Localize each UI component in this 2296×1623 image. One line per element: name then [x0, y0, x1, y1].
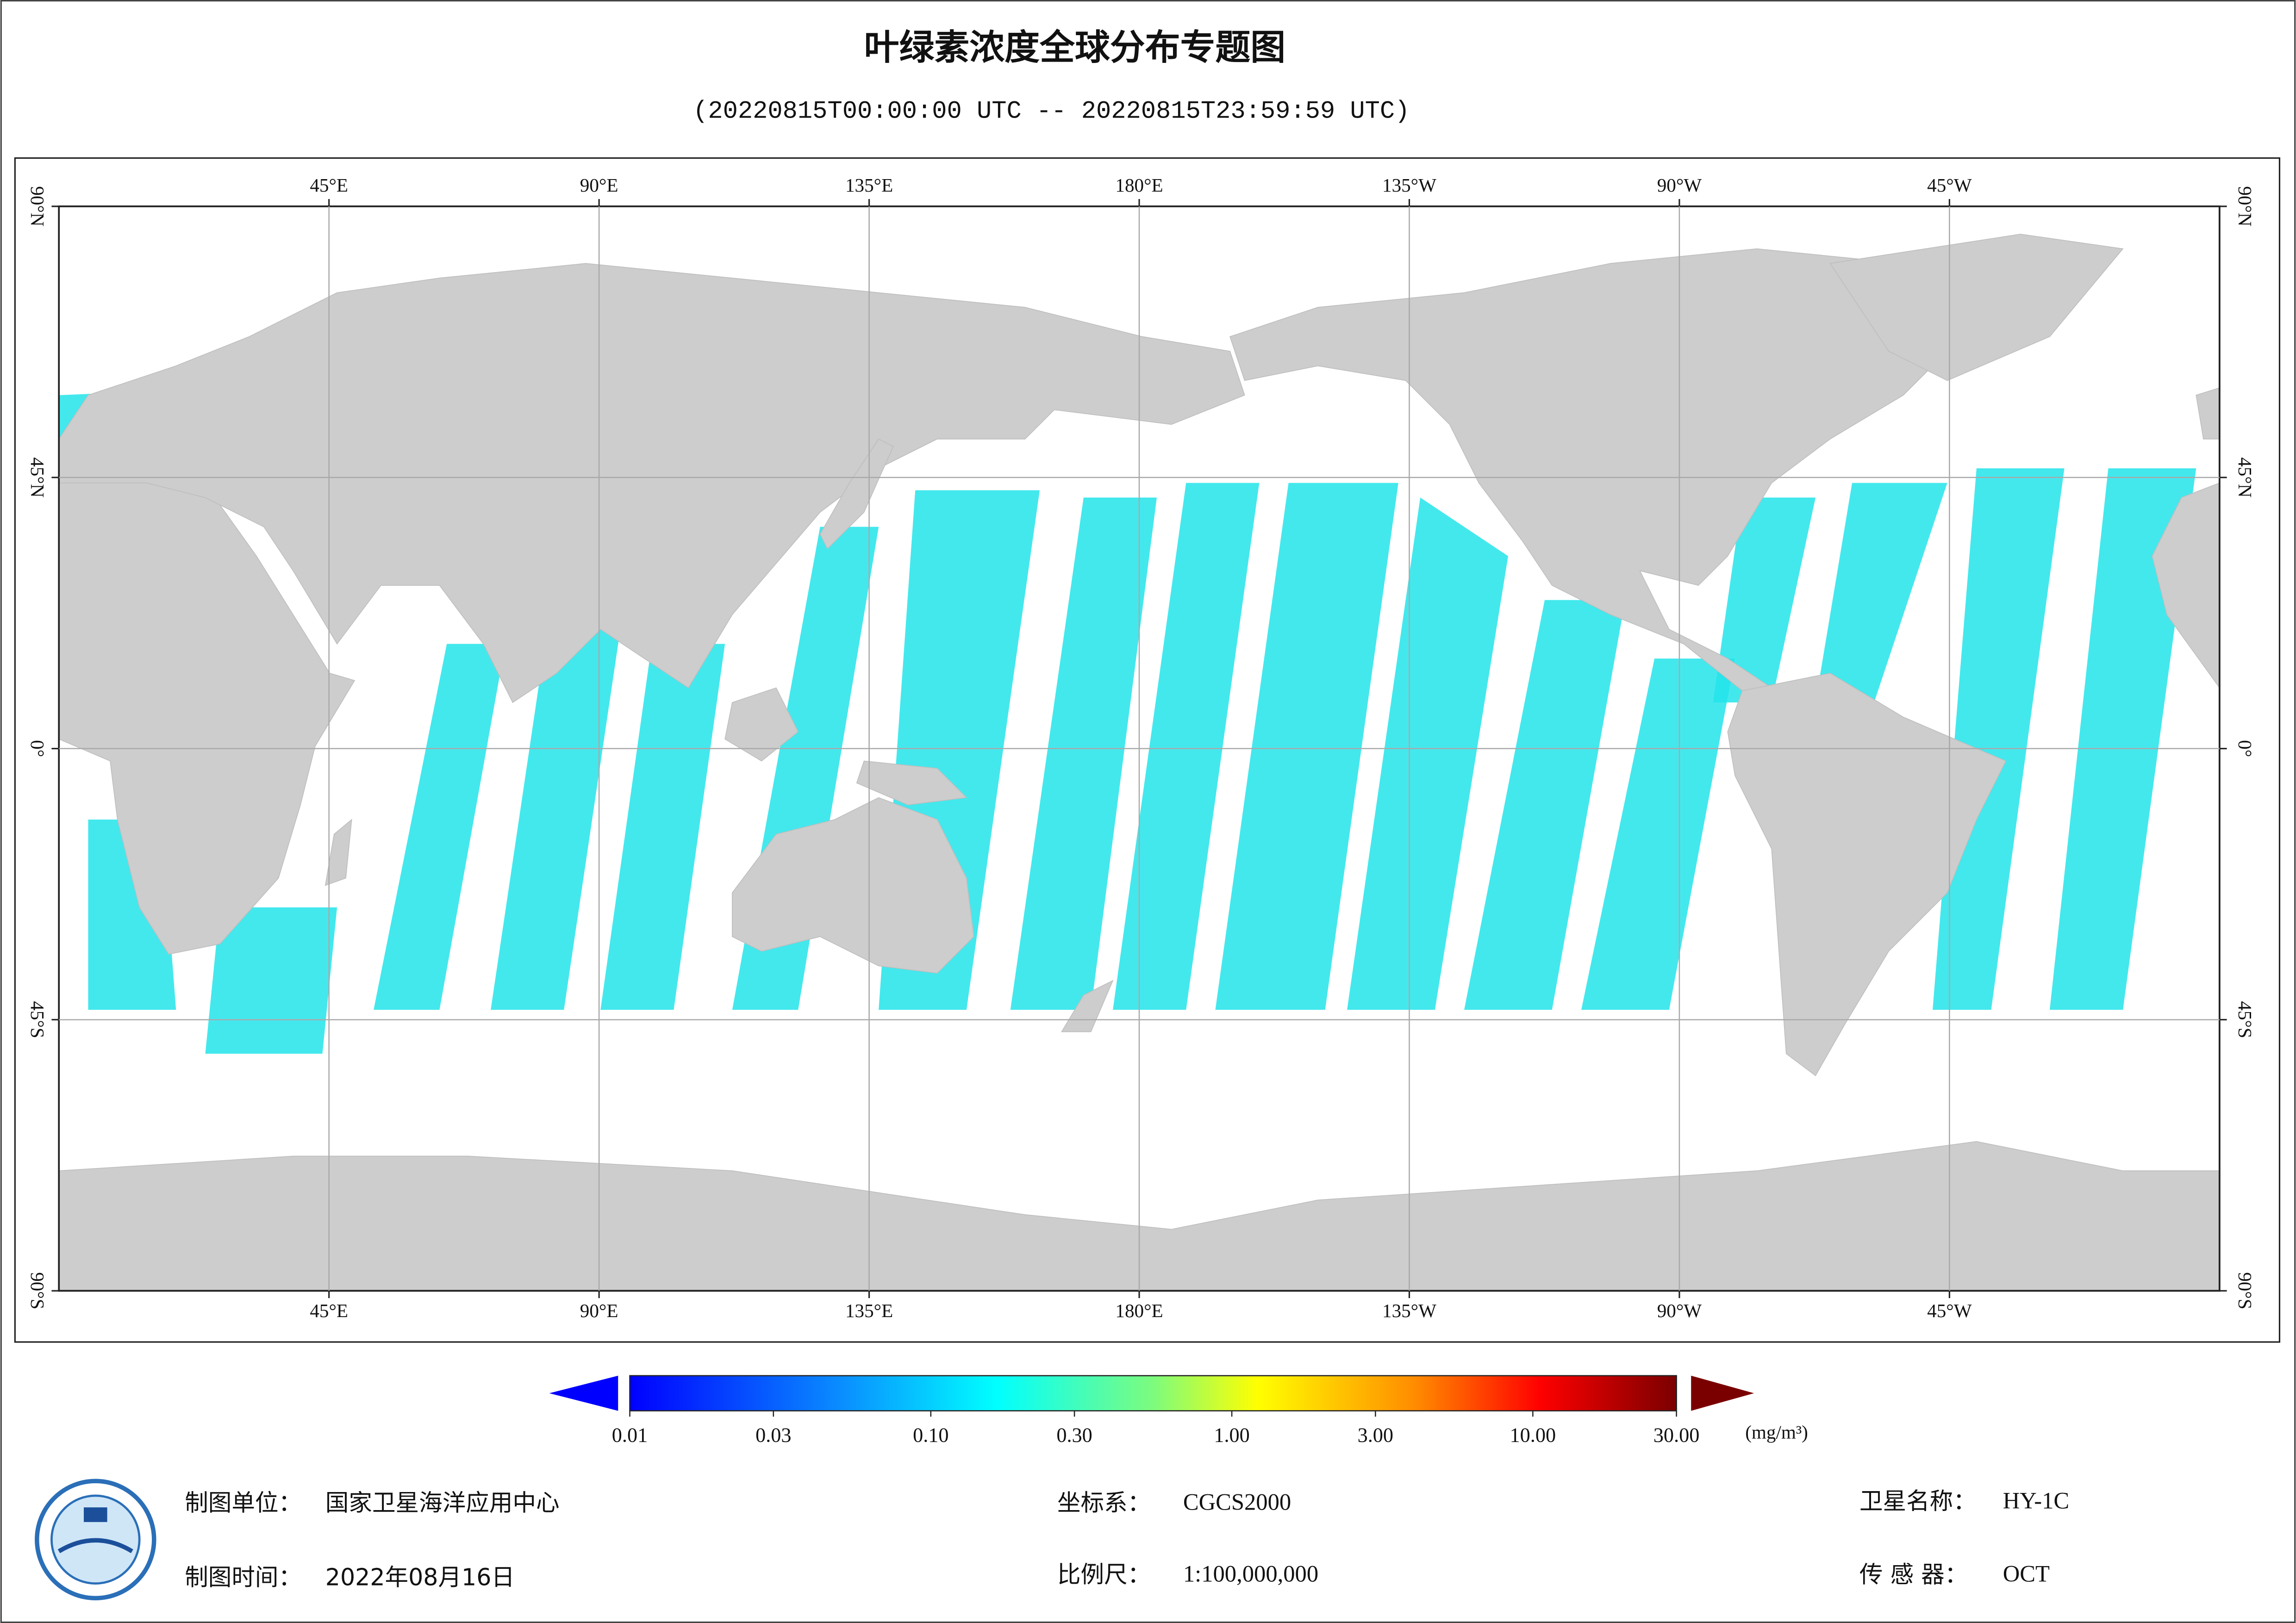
lat-label: 45°N [27, 457, 48, 497]
uk [2196, 387, 2220, 440]
lat-label: 90°N [2234, 186, 2256, 226]
lat-label: 45°S [27, 1001, 48, 1038]
africa [59, 475, 356, 955]
madagascar [324, 819, 352, 886]
swath [1713, 497, 1816, 703]
lon-label: 45°E [310, 1300, 348, 1321]
graticule: 45°E 45°E 90°E 90°E 135°E 135°E 180°E 180°E 135°… [27, 174, 2256, 1321]
footer-value: OCT [2003, 1561, 2050, 1586]
colorbar-high-arrow [1691, 1375, 1754, 1411]
colorbar-tick-label: 10.00 [1510, 1424, 1556, 1447]
colorbar-tick-label: 30.00 [1653, 1424, 1700, 1447]
lon-label: 90°E [580, 174, 618, 196]
new-guinea [856, 760, 967, 806]
lon-label: 45°W [1927, 174, 1972, 196]
australia [732, 797, 974, 974]
footer-value: CGCS2000 [1183, 1489, 1291, 1515]
footer-label: 制图单位： [185, 1489, 302, 1516]
swath [2049, 468, 2196, 1010]
swath [1464, 600, 1625, 1010]
swath [205, 907, 337, 1054]
lon-label: 180°E [1115, 1300, 1163, 1321]
footer-value: 1:100,000,000 [1183, 1561, 1318, 1586]
logo-satellite [84, 1507, 107, 1522]
lon-label: 135°E [845, 1300, 893, 1321]
lon-label: 180°E [1115, 174, 1163, 196]
greenland [1829, 234, 2124, 381]
borneo [724, 687, 799, 762]
west-africa [2152, 482, 2220, 689]
north-america [1229, 248, 1978, 691]
lon-label: 135°E [845, 174, 893, 196]
swath [600, 644, 725, 1010]
colorbar-unit: (mg/m³) [1745, 1421, 1808, 1443]
colorbar-tick-label: 0.10 [913, 1424, 948, 1447]
colorbar-tick-label: 0.30 [1056, 1424, 1092, 1447]
footer-value: 2022年08月16日 [325, 1564, 515, 1591]
logo [35, 1479, 156, 1600]
swath [1010, 497, 1157, 1010]
logo-wave [57, 1538, 133, 1554]
lat-label: 45°N [2234, 457, 2256, 497]
footer-label: 比例尺： [1057, 1561, 1151, 1588]
swath [1816, 483, 1947, 703]
lat-label: 90°N [27, 186, 48, 226]
colorbar-tick-label: 0.01 [612, 1424, 648, 1447]
lat-label: 90°S [2234, 1272, 2256, 1309]
footer-value: HY-1C [2003, 1487, 2069, 1513]
south-america [1727, 672, 2007, 1076]
footer-label: 传 感 器： [1859, 1561, 1968, 1588]
colorbar-tick-label: 1.00 [1214, 1424, 1249, 1447]
lon-label: 90°W [1657, 1300, 1702, 1321]
colorbar-low-arrow [549, 1375, 618, 1411]
swath [1347, 497, 1508, 1010]
footer-label: 坐标系： [1057, 1489, 1151, 1516]
footer-label: 卫星名称： [1859, 1487, 1977, 1515]
colorbar-tick-label: 0.03 [755, 1424, 791, 1447]
footer-value: 国家卫星海洋应用中心 [325, 1489, 560, 1516]
swath [491, 615, 623, 1010]
map-frame [14, 157, 2281, 1343]
title: 叶绿素浓度全球分布专题图 [864, 27, 1286, 68]
footer-label: 制图时间： [185, 1564, 302, 1591]
lon-label: 90°W [1657, 174, 1702, 196]
lon-label: 90°E [580, 1300, 618, 1321]
lat-label: 90°S [27, 1272, 48, 1309]
colorbar-tick-label: 3.00 [1358, 1424, 1393, 1447]
swath [1113, 483, 1260, 1010]
lat-label: 0° [27, 740, 48, 757]
lon-label: 45°E [310, 174, 348, 196]
lat-label: 0° [2234, 740, 2256, 757]
lat-label: 45°S [2234, 1001, 2256, 1038]
swath [374, 644, 505, 1010]
lon-label: 135°W [1382, 1300, 1436, 1321]
swath [1932, 468, 2065, 1010]
swath [1581, 659, 1735, 1010]
subtitle: (20220815T00:00:00 UTC -- 20220815T23:59… [693, 98, 1410, 126]
swath [1215, 483, 1398, 1010]
japan [819, 438, 894, 550]
lon-label: 135°W [1382, 174, 1436, 196]
colorbar [629, 1375, 1677, 1412]
lon-label: 45°W [1927, 1300, 1972, 1321]
